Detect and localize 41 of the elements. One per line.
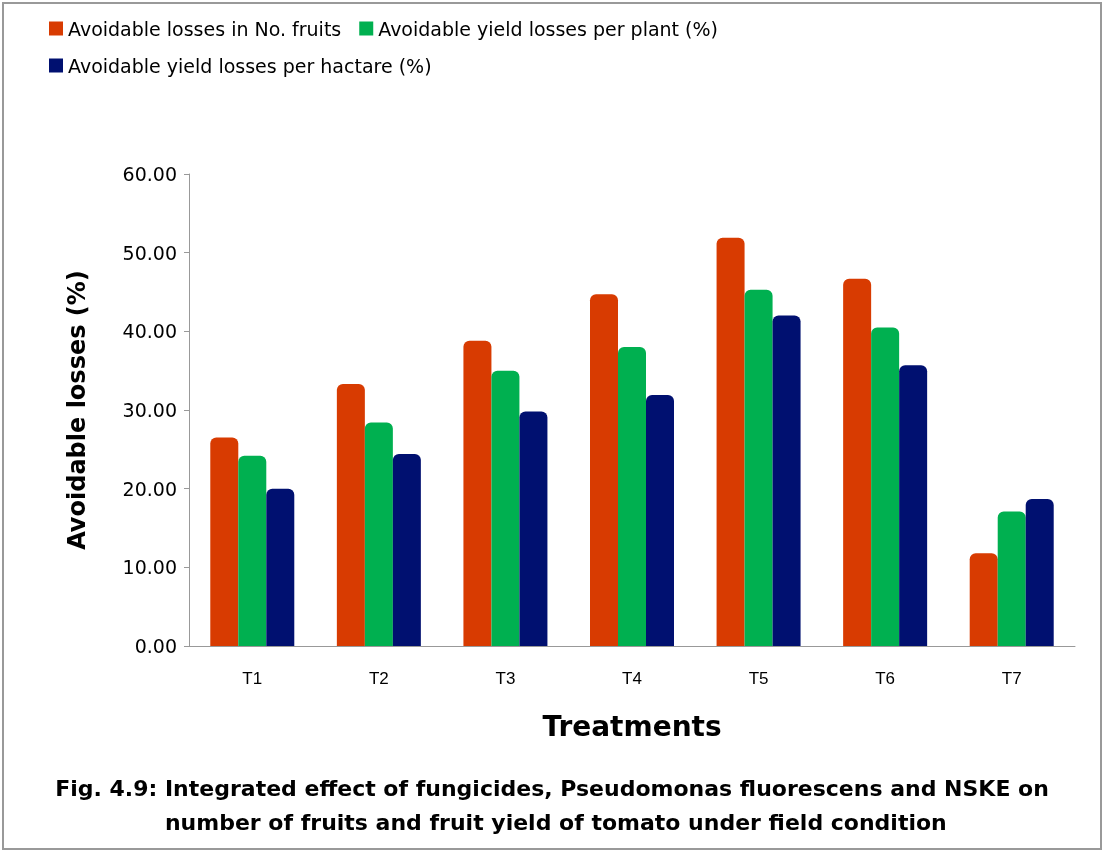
y-tick-label: 40.00 bbox=[122, 320, 177, 343]
legend-label: Avoidable yield losses per plant (%) bbox=[378, 17, 718, 40]
bar bbox=[899, 365, 928, 646]
y-tick-label: 10.00 bbox=[122, 556, 177, 579]
bar bbox=[716, 237, 745, 646]
bar bbox=[871, 327, 900, 646]
bar bbox=[392, 454, 421, 646]
bar bbox=[463, 340, 492, 646]
y-tick-label: 30.00 bbox=[122, 399, 177, 421]
bar bbox=[744, 289, 773, 646]
bar bbox=[1025, 498, 1054, 646]
bar bbox=[646, 395, 674, 646]
y-axis-title: Avoidable losses (%) bbox=[63, 270, 91, 550]
bar bbox=[210, 437, 239, 646]
y-tick-label: 50.00 bbox=[122, 241, 177, 264]
legend-label: Avoidable losses in No. fruits bbox=[68, 17, 342, 40]
bar bbox=[997, 511, 1026, 646]
legend-label: Avoidable yield losses per hactare (%) bbox=[68, 54, 432, 77]
bar bbox=[519, 411, 548, 646]
y-tick-label: 20.00 bbox=[122, 477, 177, 500]
bar bbox=[843, 278, 872, 646]
y-tick-label: 60.00 bbox=[122, 163, 177, 185]
bar bbox=[590, 294, 618, 646]
x-tick-label: T7 bbox=[1001, 669, 1022, 688]
x-axis-title: Treatments bbox=[542, 709, 722, 743]
x-tick-label: T6 bbox=[875, 669, 896, 688]
bar bbox=[969, 553, 998, 646]
bar bbox=[364, 422, 393, 646]
bar bbox=[491, 370, 520, 646]
bar bbox=[336, 384, 365, 646]
text: Fig. 4.9: Integrated effect of fungicides, Pseudomonas fluorescens and NSKE on number of fruits and fruit yield of tomato under field condition bbox=[55, 775, 1049, 835]
x-tick-label: T4 bbox=[622, 669, 642, 688]
x-tick-label: T3 bbox=[495, 669, 516, 688]
bar bbox=[618, 347, 646, 646]
x-tick-label: T1 bbox=[242, 669, 263, 688]
bar bbox=[772, 315, 801, 646]
bar bbox=[266, 488, 295, 646]
x-tick-label: T2 bbox=[368, 669, 389, 688]
y-tick-label: 0.00 bbox=[134, 635, 177, 657]
bar bbox=[238, 455, 267, 646]
x-tick-label: T5 bbox=[748, 669, 769, 688]
